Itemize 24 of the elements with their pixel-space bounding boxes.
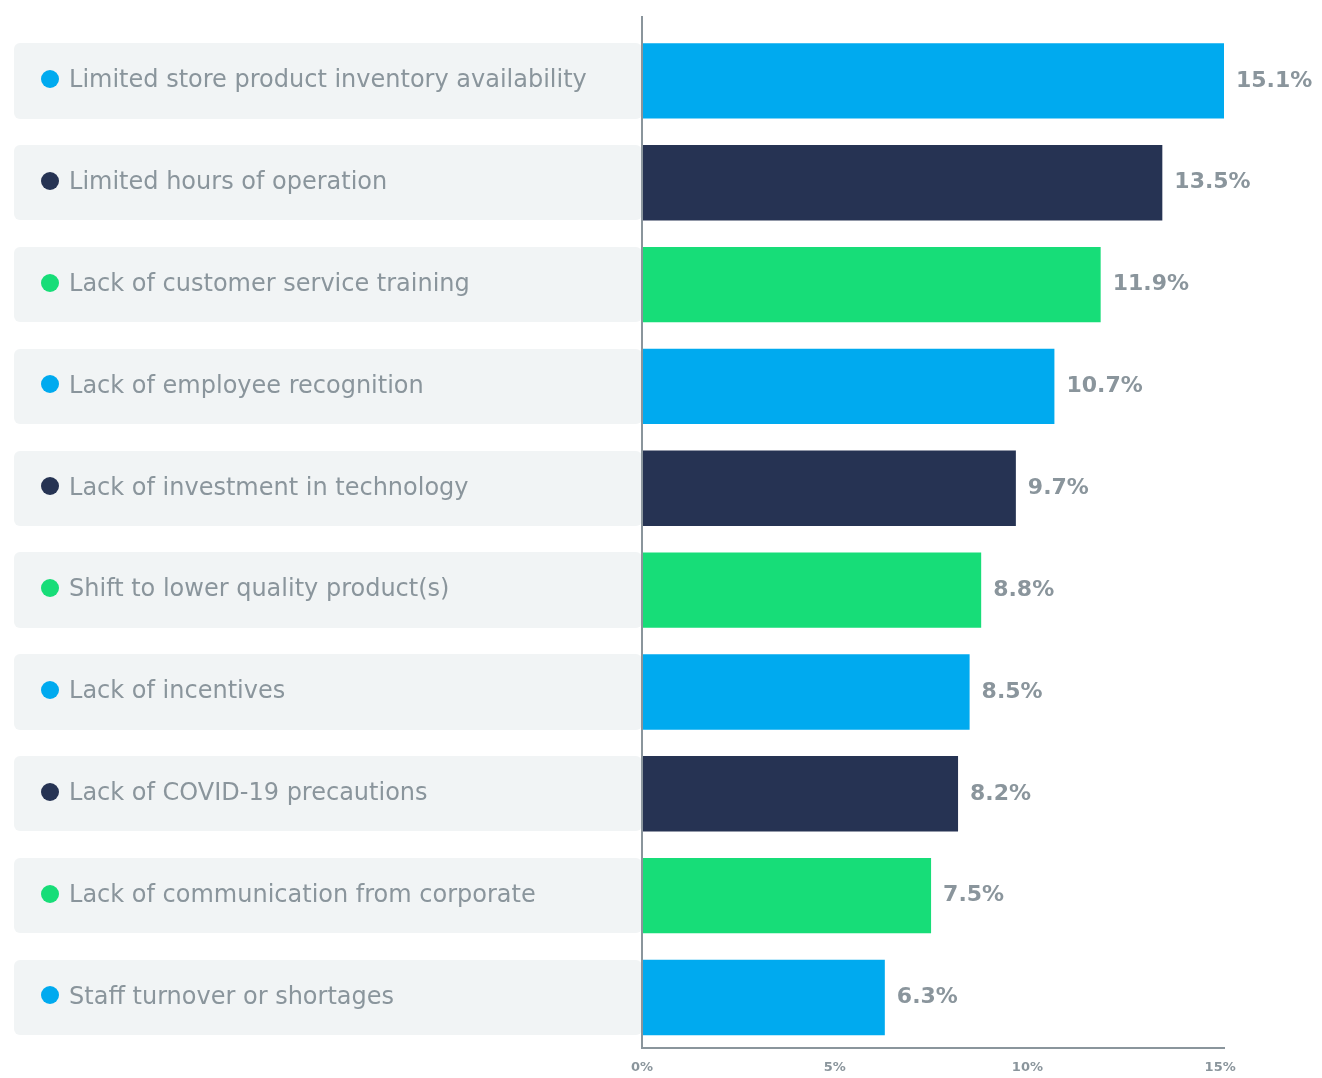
data-label: 15.1% xyxy=(1236,66,1313,92)
y-tick-label: Lack of employee recognition xyxy=(8,370,424,399)
x-tick-label: 5% xyxy=(823,1058,846,1074)
y-tick-label: Lack of COVID-19 precautions xyxy=(8,778,428,807)
data-label: 8.8% xyxy=(993,575,1055,601)
data-label: 9.7% xyxy=(1027,474,1089,499)
data-label: 10.7% xyxy=(1066,372,1143,398)
x-tick-label: 0% xyxy=(630,1058,654,1074)
data-label: 7.5% xyxy=(943,881,1005,907)
x-tick-label: 10% xyxy=(1011,1058,1043,1074)
y-tick-label: Lack of incentives xyxy=(8,676,286,705)
y-tick-label: Staff turnover or shortages xyxy=(8,981,395,1010)
data-label: 11.9% xyxy=(1112,270,1189,296)
y-tick-label: Lack of investment in technology xyxy=(8,472,469,501)
y-tick-label: Lack of customer service training xyxy=(8,268,470,297)
data-label: 8.2% xyxy=(970,779,1032,805)
data-label: 6.3% xyxy=(896,983,958,1009)
data-label: 8.5% xyxy=(981,677,1043,703)
x-tick-label: 15% xyxy=(1204,1058,1236,1074)
y-tick-label: Lack of communication from corporate xyxy=(8,879,536,908)
y-tick-label: Limited hours of operation xyxy=(8,166,388,195)
y-tick-label: Limited store product inventory availability xyxy=(8,65,587,94)
y-tick-label: Shift to lower quality product(s) xyxy=(8,574,450,603)
data-label: 13.5% xyxy=(1174,168,1251,194)
